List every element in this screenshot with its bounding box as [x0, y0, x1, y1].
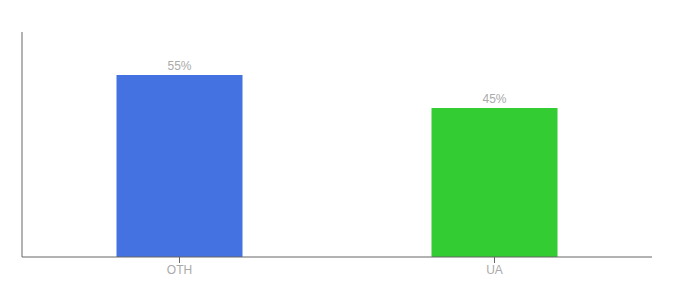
- svg-text:UA: UA: [486, 263, 503, 277]
- svg-text:45%: 45%: [482, 92, 506, 106]
- svg-text:55%: 55%: [167, 59, 191, 73]
- svg-text:OTH: OTH: [167, 263, 192, 277]
